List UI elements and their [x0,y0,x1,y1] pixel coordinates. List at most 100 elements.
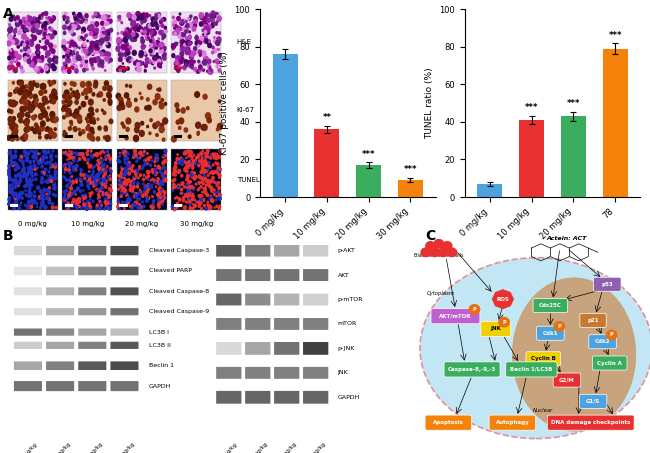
Circle shape [122,67,126,72]
Circle shape [126,118,131,124]
Circle shape [53,184,55,186]
Circle shape [219,150,221,152]
Circle shape [40,158,43,161]
Circle shape [44,151,47,154]
Circle shape [116,68,120,72]
Circle shape [73,127,77,131]
Circle shape [38,114,43,120]
Circle shape [42,160,44,163]
Circle shape [124,207,125,209]
Text: B: B [3,229,14,243]
Circle shape [99,51,101,53]
Bar [62,80,112,141]
Circle shape [154,67,155,69]
Circle shape [153,23,155,25]
Circle shape [36,20,40,25]
Circle shape [103,176,105,178]
Circle shape [155,41,159,46]
Circle shape [105,23,107,25]
Circle shape [90,49,94,54]
Circle shape [140,55,142,57]
Circle shape [25,19,28,24]
Circle shape [162,180,163,182]
Circle shape [68,100,72,104]
Circle shape [205,153,206,154]
Circle shape [195,36,198,40]
Circle shape [124,150,126,153]
Text: Cytoplasm: Cytoplasm [427,291,455,296]
Circle shape [10,61,12,63]
Circle shape [104,173,107,175]
Circle shape [64,191,65,193]
Circle shape [103,32,104,34]
Circle shape [188,37,190,39]
Circle shape [38,132,41,135]
Circle shape [11,100,16,106]
Circle shape [155,186,157,188]
Circle shape [213,153,214,154]
Circle shape [132,204,133,206]
Circle shape [202,162,205,165]
Text: p-mTOR: p-mTOR [337,297,363,302]
Circle shape [10,120,15,126]
Circle shape [105,135,110,141]
Circle shape [213,164,214,166]
Circle shape [133,195,136,198]
Circle shape [117,200,119,203]
Circle shape [172,205,174,208]
Circle shape [86,48,88,50]
Circle shape [83,197,85,200]
Circle shape [26,183,29,187]
Circle shape [35,156,36,158]
Circle shape [100,157,102,159]
Circle shape [155,157,158,161]
Circle shape [183,186,185,188]
Circle shape [125,43,129,46]
Circle shape [161,98,163,101]
Circle shape [181,158,184,162]
Circle shape [108,44,110,47]
Circle shape [14,39,18,44]
Circle shape [153,20,157,24]
Circle shape [97,198,99,200]
Circle shape [10,104,12,106]
Circle shape [25,23,27,25]
Circle shape [90,181,92,183]
Circle shape [203,204,205,206]
Circle shape [215,156,218,159]
Circle shape [18,182,20,184]
Circle shape [101,190,103,192]
Circle shape [45,135,49,139]
Circle shape [88,208,90,209]
Text: ***: *** [404,165,417,174]
Circle shape [127,14,129,15]
Circle shape [136,60,137,62]
Circle shape [187,191,189,193]
Circle shape [64,82,66,85]
Circle shape [148,29,152,33]
Circle shape [124,54,128,58]
Circle shape [141,44,145,49]
Circle shape [70,156,73,159]
Circle shape [86,34,88,36]
Circle shape [86,201,88,203]
Circle shape [98,167,100,169]
Circle shape [150,45,154,50]
Circle shape [187,176,189,179]
Circle shape [28,194,31,198]
Circle shape [98,164,99,166]
Circle shape [182,41,186,45]
Circle shape [196,183,198,185]
Circle shape [135,177,136,178]
Circle shape [14,39,17,42]
Circle shape [8,164,10,168]
Circle shape [16,40,20,45]
Circle shape [216,154,218,155]
Circle shape [192,159,195,162]
Circle shape [123,181,124,182]
Circle shape [90,58,93,62]
Circle shape [34,21,36,24]
Circle shape [183,199,185,202]
Circle shape [102,169,105,172]
Circle shape [203,69,205,71]
